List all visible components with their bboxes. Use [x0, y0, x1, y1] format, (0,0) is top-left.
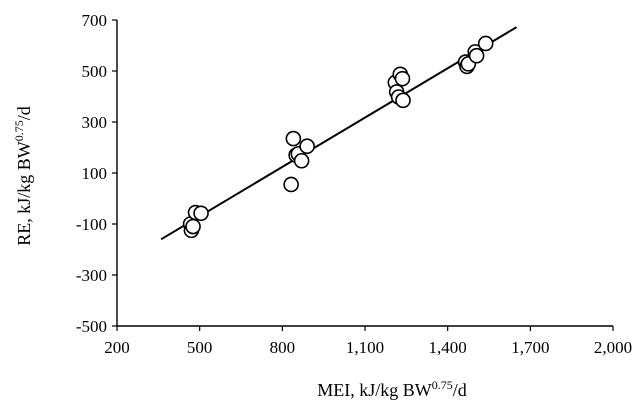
data-point — [293, 152, 310, 169]
data-point — [185, 218, 201, 235]
y-tick-label: 500 — [82, 62, 108, 81]
data-point — [299, 138, 315, 155]
y-tick-label: 300 — [82, 113, 108, 132]
data-point — [283, 176, 299, 193]
data-point — [394, 70, 411, 87]
x-tick-label: 800 — [270, 338, 296, 357]
x-tick-label: 2,000 — [594, 338, 632, 357]
trendline — [160, 26, 518, 241]
y-axis-title: RE, kJ/kg BW0.75/d — [12, 106, 34, 246]
y-tick-label: -500 — [76, 317, 107, 336]
y-tick-label: 700 — [82, 11, 108, 30]
y-tick-label: -100 — [76, 215, 107, 234]
data-points — [182, 35, 494, 239]
axes — [116, 20, 613, 327]
x-tick-label: 1,100 — [346, 338, 384, 357]
x-tick-label: 1,700 — [511, 338, 549, 357]
data-point — [285, 130, 302, 147]
data-point — [193, 205, 209, 222]
trendline-group — [160, 26, 518, 241]
axis-ticks: 200 500 800 1,100 1,400 1,700 2,000 -500 -300 -10… — [76, 11, 632, 357]
y-tick-label: 100 — [82, 164, 108, 183]
data-point — [468, 47, 485, 64]
x-tick-label: 200 — [104, 338, 130, 357]
x-tick-label: 1,400 — [429, 338, 467, 357]
data-point — [395, 92, 411, 109]
data-point — [477, 35, 494, 52]
x-tick-label: 500 — [187, 338, 213, 357]
y-axis-title-sup: 0.75 — [12, 120, 26, 141]
x-axis-title-sup: 0.75 — [432, 378, 453, 392]
x-axis-title: MEI, kJ/kg BW0.75/d — [317, 378, 467, 400]
y-tick-label: -300 — [76, 266, 107, 285]
